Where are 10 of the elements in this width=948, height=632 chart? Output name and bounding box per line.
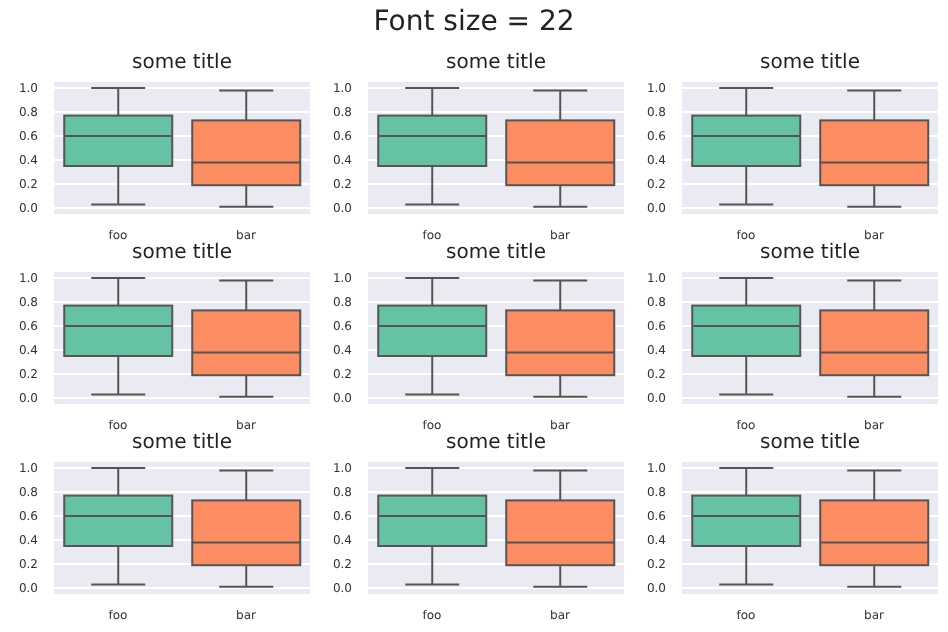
text: Font size = 22 — [371, 4, 577, 42]
chart-title: some title — [130, 430, 234, 458]
chart-title: some title — [130, 240, 234, 268]
chart-title: some title — [758, 50, 862, 78]
chart-title: some title — [444, 50, 548, 78]
chart-title: some title — [130, 50, 234, 78]
chart-title: some title — [444, 240, 548, 268]
chart-title: some title — [758, 240, 862, 268]
chart-title: some title — [444, 430, 548, 458]
chart-title: some title — [758, 430, 862, 458]
